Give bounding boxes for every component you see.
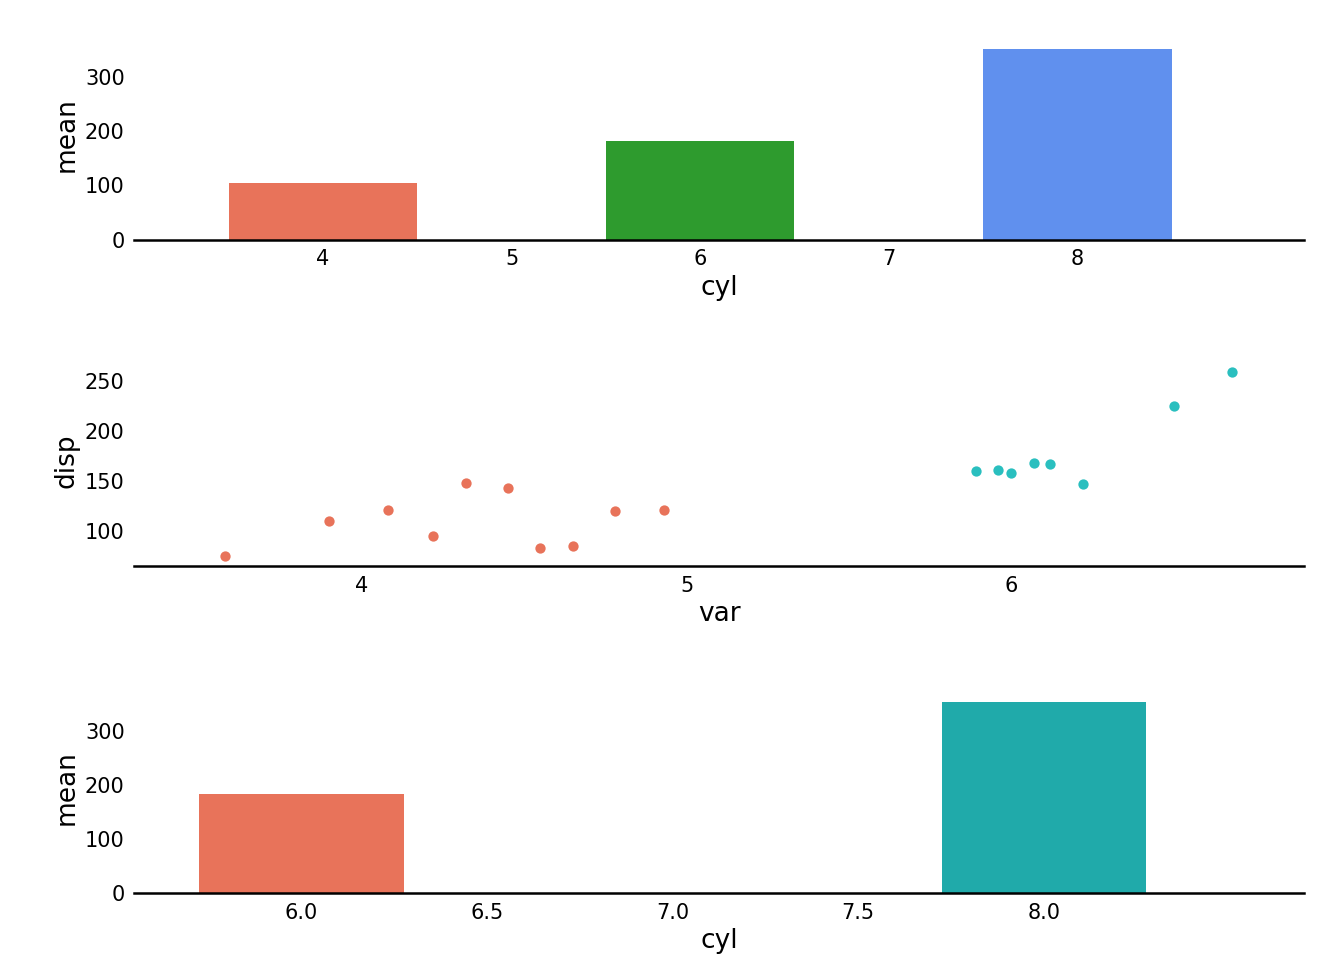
Bar — [199, 794, 403, 893]
Point — [1000, 466, 1021, 481]
Point — [605, 503, 626, 518]
Point — [1073, 476, 1094, 492]
Point — [215, 548, 237, 564]
Point — [497, 480, 519, 495]
Bar — [228, 182, 417, 240]
Y-axis label: disp: disp — [54, 434, 79, 488]
Point — [653, 502, 675, 517]
Y-axis label: mean: mean — [54, 750, 79, 825]
Bar — [942, 702, 1146, 893]
Point — [422, 528, 444, 543]
Bar — [606, 141, 794, 240]
X-axis label: var: var — [698, 602, 741, 628]
X-axis label: cyl: cyl — [700, 275, 738, 300]
Point — [1023, 455, 1044, 470]
Point — [965, 463, 986, 478]
X-axis label: cyl: cyl — [700, 928, 738, 954]
Point — [376, 502, 398, 517]
Point — [530, 540, 551, 556]
Point — [1163, 398, 1184, 414]
Point — [988, 462, 1009, 477]
Point — [1040, 456, 1062, 471]
Point — [319, 514, 340, 529]
Point — [562, 539, 583, 554]
Point — [456, 475, 477, 491]
Bar — [982, 49, 1172, 240]
Y-axis label: mean: mean — [54, 97, 79, 172]
Point — [1222, 365, 1243, 380]
